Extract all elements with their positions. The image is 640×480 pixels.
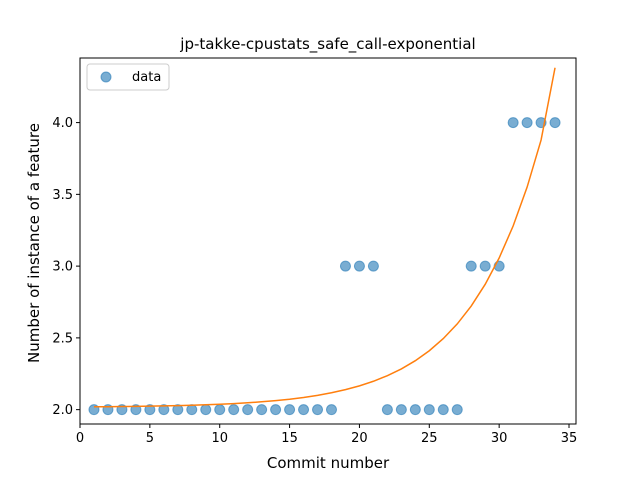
data-point <box>507 117 519 129</box>
y-tick-label: 3.5 <box>52 188 73 203</box>
y-tick-label: 4.0 <box>52 116 73 131</box>
data-point <box>395 404 407 416</box>
x-tick-label: 15 <box>281 431 298 446</box>
data-point <box>381 404 393 416</box>
data-point <box>479 260 491 272</box>
data-point <box>325 404 337 416</box>
data-point <box>144 404 156 416</box>
y-tick-label: 2.0 <box>52 403 73 418</box>
data-point <box>451 404 463 416</box>
legend: data <box>86 63 170 91</box>
data-point <box>312 404 324 416</box>
axes-frame <box>79 57 577 425</box>
plot-area: 0 5 10 15 20 25 30 35 2.0 2.5 3.0 3.5 4.0 <box>52 57 578 446</box>
data-point <box>367 260 379 272</box>
data-point <box>423 404 435 416</box>
x-tick-label: 20 <box>351 431 368 446</box>
data-point <box>186 404 198 416</box>
x-tick-label: 35 <box>561 431 578 446</box>
legend-marker-data <box>100 71 112 83</box>
data-point <box>242 404 254 416</box>
y-axis-title: Number of instance of a feature <box>25 123 43 363</box>
legend-box <box>86 63 170 91</box>
data-point <box>298 404 310 416</box>
data-point <box>256 404 268 416</box>
x-tick-label: 30 <box>491 431 508 446</box>
chart-title: jp-takke-cpustats_safe_call-exponential <box>179 35 475 54</box>
fit-line <box>93 67 556 408</box>
y-tick-label: 2.5 <box>52 331 73 346</box>
data-point <box>214 404 226 416</box>
data-point <box>270 404 282 416</box>
data-point <box>172 404 184 416</box>
x-tick-label: 25 <box>421 431 438 446</box>
data-point <box>339 260 351 272</box>
data-point <box>353 260 365 272</box>
data-point <box>284 404 296 416</box>
data-point <box>409 404 421 416</box>
data-point <box>200 404 212 416</box>
x-tick-label: 5 <box>146 431 154 446</box>
x-axis-title: Commit number <box>267 454 390 472</box>
data-point <box>437 404 449 416</box>
legend-label-data: data <box>132 70 161 85</box>
data-point <box>465 260 477 272</box>
x-tick-label: 10 <box>211 431 228 446</box>
data-point <box>158 404 170 416</box>
data-point <box>549 117 561 129</box>
data-point <box>228 404 240 416</box>
y-tick-label: 3.0 <box>52 260 73 275</box>
data-point <box>521 117 533 129</box>
x-tick-label: 0 <box>76 431 84 446</box>
